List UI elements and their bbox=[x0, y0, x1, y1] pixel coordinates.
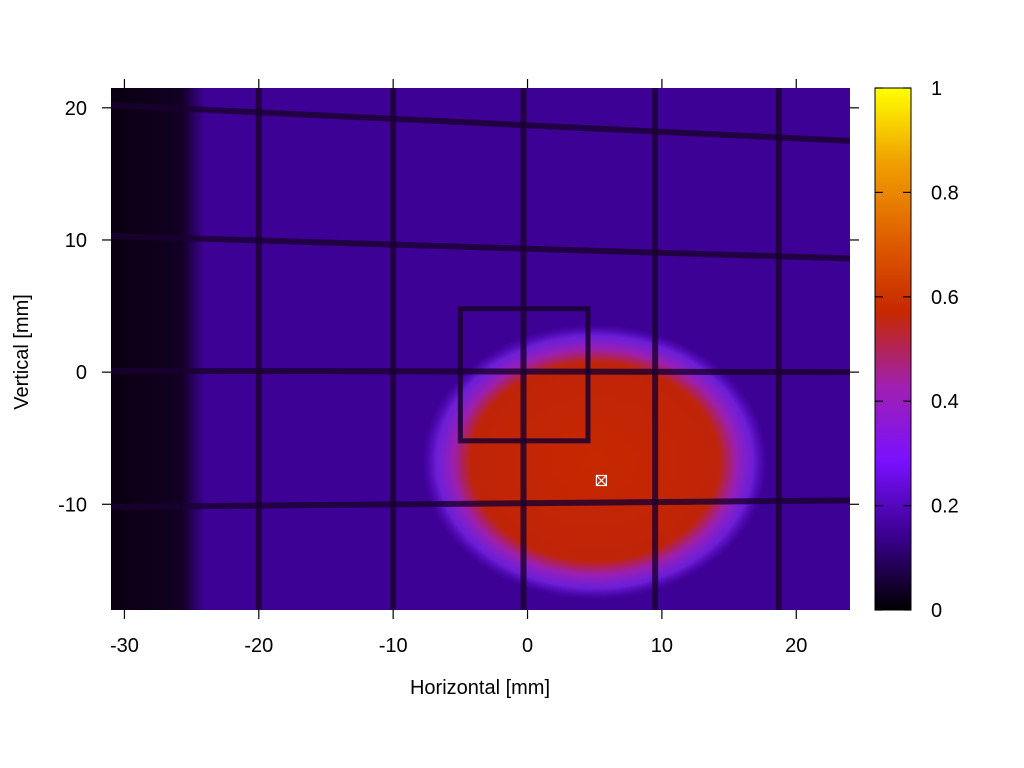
y-tick-label: 20 bbox=[65, 98, 87, 120]
colorbar bbox=[874, 87, 912, 611]
colorbar-tick-label: 0.2 bbox=[931, 496, 959, 518]
x-tick-label: -30 bbox=[110, 635, 139, 657]
horizontal-wire bbox=[111, 367, 850, 376]
center-marker bbox=[595, 474, 608, 487]
horizontal-wire bbox=[111, 233, 850, 262]
horizontal-wire bbox=[111, 102, 850, 144]
x-tick-label: 10 bbox=[651, 635, 673, 657]
y-tick-label: -10 bbox=[58, 494, 87, 516]
grid-wires bbox=[111, 88, 850, 610]
marker-box bbox=[595, 474, 608, 487]
plot-area bbox=[111, 88, 850, 610]
colorbar-tick-label: 0.4 bbox=[931, 391, 959, 413]
colorbar-tick-label: 0.6 bbox=[931, 287, 959, 309]
x-tick-label: 20 bbox=[785, 635, 807, 657]
x-tick-label: -10 bbox=[379, 635, 408, 657]
beam-spot bbox=[422, 324, 768, 600]
colorbar-tick-label: 0 bbox=[931, 600, 942, 622]
axes: -30 -20 -10 0 10 20 -10 0 10 20 bbox=[58, 79, 859, 657]
colorbar-tick-label: 1 bbox=[931, 78, 942, 100]
x-tick-label: -20 bbox=[244, 635, 273, 657]
marker-cross bbox=[596, 475, 607, 486]
x-tick-label: 0 bbox=[522, 635, 533, 657]
horizontal-wire bbox=[111, 497, 850, 510]
dark-left-edge bbox=[111, 88, 206, 610]
square-frame-wire bbox=[457, 306, 591, 444]
y-axis-label: Vertical [mm] bbox=[11, 294, 33, 410]
colorbar-tick-label: 0.8 bbox=[931, 182, 959, 204]
y-tick-label: 0 bbox=[76, 362, 87, 384]
colorbar-ticks: 0 0.2 0.4 0.6 0.8 1 bbox=[875, 78, 959, 622]
y-tick-label: 10 bbox=[65, 230, 87, 252]
x-axis-label: Horizontal [mm] bbox=[410, 677, 550, 699]
